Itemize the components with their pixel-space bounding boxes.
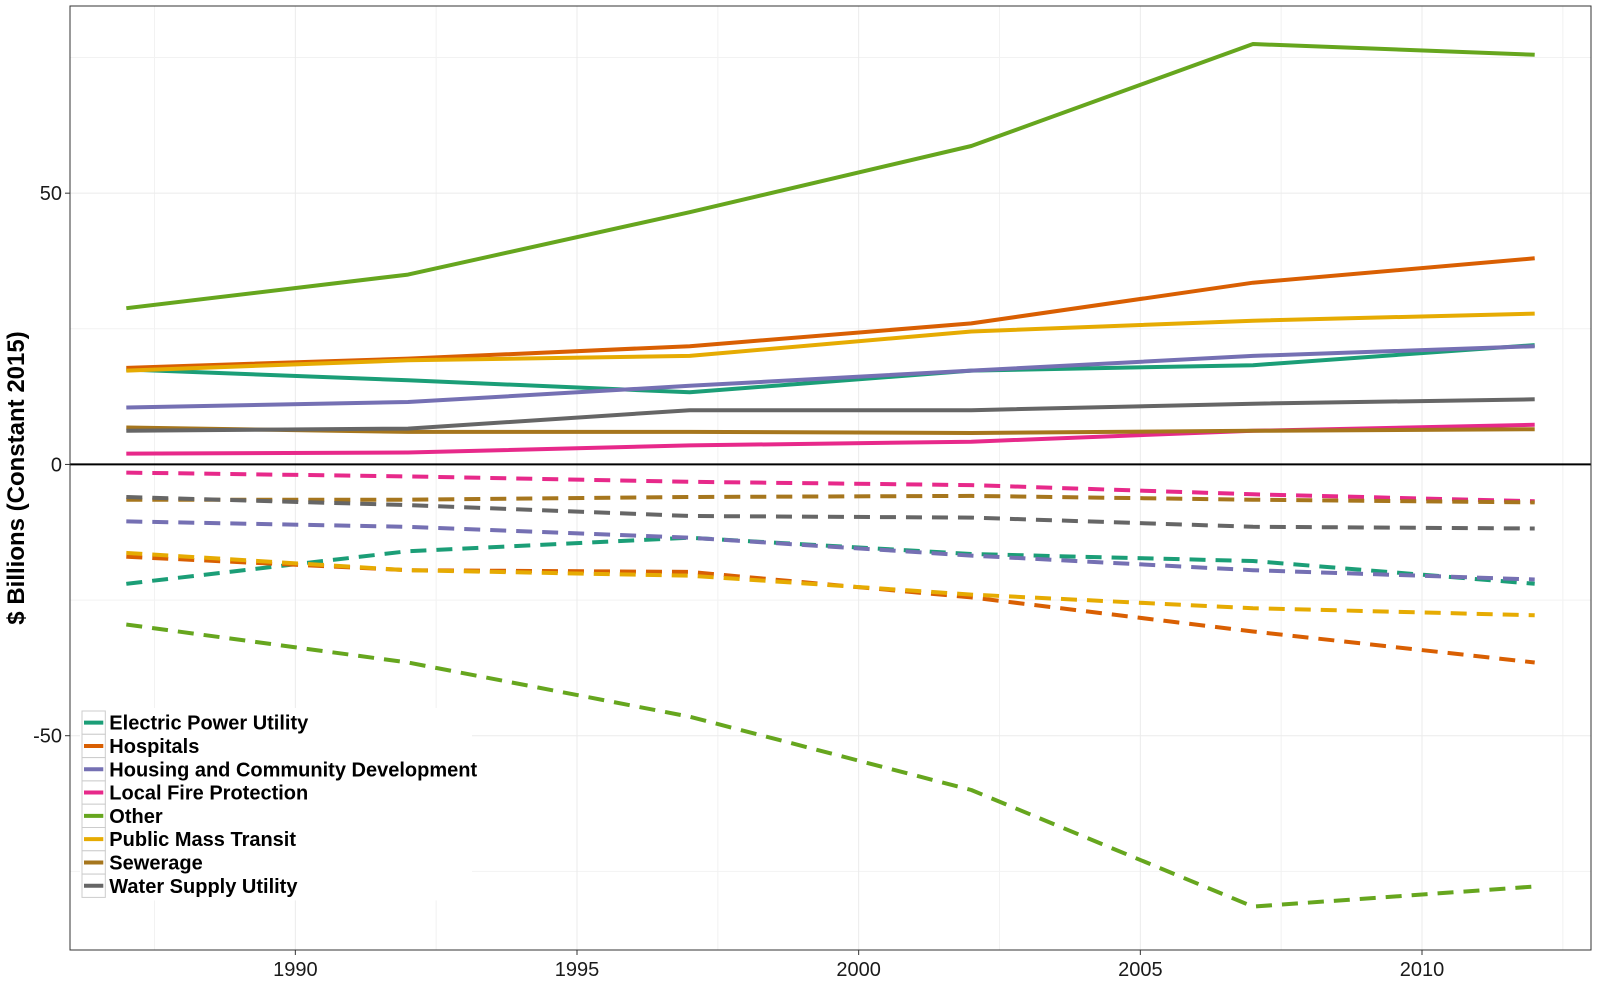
series-lines	[126, 42, 1535, 909]
legend-label: Housing and Community Development	[109, 759, 477, 781]
series-line-positive-housing-and-community-development	[126, 344, 1535, 410]
series-line-positive-other	[126, 42, 1535, 311]
y-tick-label: 50	[40, 183, 62, 205]
x-tick-label: 2005	[1118, 959, 1163, 981]
series-line-positive-electric-power-utility	[126, 343, 1535, 395]
legend-label: Public Mass Transit	[109, 829, 296, 851]
series-line-positive-sewerage	[126, 425, 1535, 435]
series-line-negative-public-mass-transit	[126, 550, 1535, 618]
series-line-negative-local-fire-protection	[126, 470, 1535, 504]
legend-label: Hospitals	[109, 736, 199, 758]
legend-label: Electric Power Utility	[109, 713, 309, 735]
legend-label: Water Supply Utility	[109, 876, 298, 898]
y-axis-title: $ Billions (Constant 2015)	[3, 331, 30, 624]
x-tick-label: 1990	[273, 959, 318, 981]
x-tick-label: 2000	[836, 959, 881, 981]
series-line-negative-housing-and-community-development	[126, 519, 1535, 582]
series-line-negative-sewerage	[126, 493, 1535, 505]
y-tick-label: 0	[51, 454, 62, 476]
series-line-negative-other	[126, 622, 1535, 909]
legend-label: Sewerage	[109, 852, 202, 874]
legend-label: Other	[109, 806, 163, 828]
legend-label: Local Fire Protection	[109, 783, 308, 805]
axes: 1990 1995 2000 2005 2010 -50 0 50	[33, 183, 1444, 981]
series-line-positive-water-supply-utility	[126, 397, 1535, 433]
legend-background	[80, 708, 472, 901]
x-tick-label: 2010	[1400, 959, 1445, 981]
series-line-positive-public-mass-transit	[126, 311, 1535, 373]
series-line-negative-water-supply-utility	[126, 495, 1535, 531]
plot-panel-border	[69, 5, 1592, 951]
y-tick-label: -50	[33, 726, 62, 748]
x-tick-label: 1995	[555, 959, 600, 981]
